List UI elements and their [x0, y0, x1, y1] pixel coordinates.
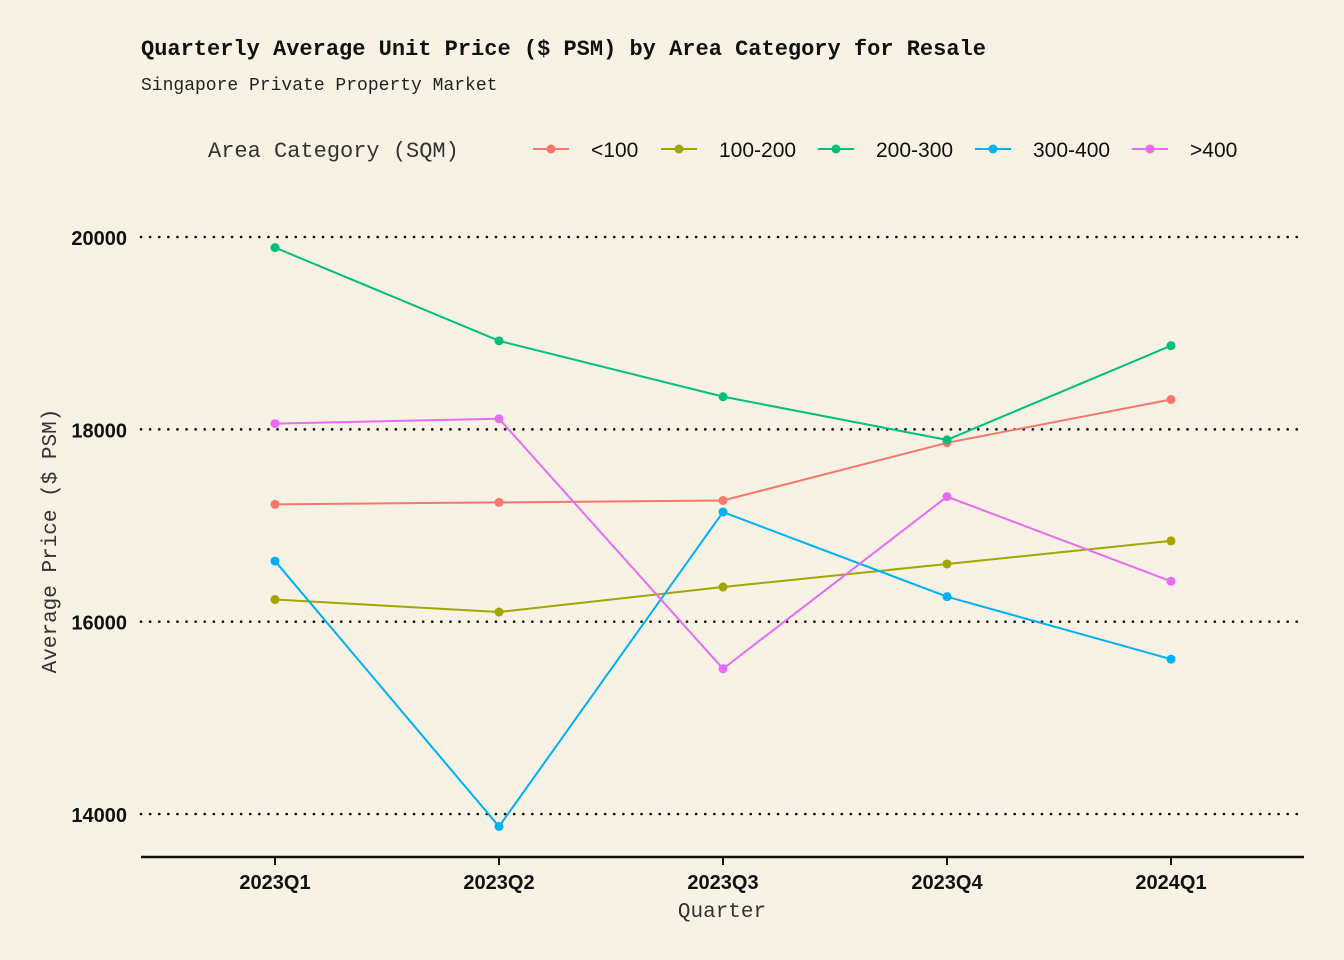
data-point — [270, 419, 280, 429]
legend-label: 200-300 — [876, 139, 953, 162]
data-point — [1166, 536, 1176, 546]
axes: 14000 16000 18000 20000 2023Q1 2023Q2 2023Q3 20… — [71, 228, 1304, 894]
data-point — [718, 664, 728, 674]
legend: <100 100-200 200-300 300-400 >400 — [533, 139, 1237, 162]
x-axis-label: Quarter — [678, 901, 766, 924]
legend-item-1: 100-200 — [661, 139, 796, 162]
data-point — [494, 414, 504, 424]
data-point — [942, 492, 952, 502]
x-tick-label: 2023Q2 — [463, 872, 534, 894]
data-point — [1166, 576, 1176, 586]
legend-label: 100-200 — [719, 139, 796, 162]
legend-item-2: 200-300 — [818, 139, 953, 162]
legend-key-point — [831, 144, 841, 154]
data-point — [942, 435, 952, 445]
x-tick-label: 2023Q3 — [687, 872, 758, 894]
data-point — [1166, 341, 1176, 351]
data-point — [494, 822, 504, 832]
data-point — [718, 392, 728, 402]
legend-item-0: <100 — [533, 139, 638, 162]
legend-label: 300-400 — [1033, 139, 1110, 162]
chart-subtitle: Singapore Private Property Market — [141, 76, 497, 96]
x-tick-label: 2024Q1 — [1135, 872, 1206, 894]
legend-key-point — [674, 144, 684, 154]
data-point — [494, 607, 504, 617]
data-point — [270, 243, 280, 253]
legend-title: Area Category (SQM) — [208, 139, 459, 164]
y-tick-label: 18000 — [71, 420, 127, 442]
data-point — [718, 495, 728, 505]
y-tick-label: 16000 — [71, 613, 127, 635]
data-point — [942, 592, 952, 602]
legend-item-4: >400 — [1132, 139, 1237, 162]
y-tick-label: 20000 — [71, 228, 127, 250]
legend-label: <100 — [591, 139, 638, 162]
data-point — [718, 582, 728, 592]
series-line — [274, 398, 1172, 506]
data-point — [270, 556, 280, 566]
series-3 — [270, 507, 1176, 832]
data-point — [718, 507, 728, 517]
data-point — [942, 559, 952, 569]
data-point — [1166, 654, 1176, 664]
legend-key-point — [988, 144, 998, 154]
x-tick-label: 2023Q4 — [911, 872, 983, 894]
series-line — [274, 246, 1172, 441]
legend-item-3: 300-400 — [975, 139, 1110, 162]
legend-label: >400 — [1190, 139, 1237, 162]
series-layer — [270, 243, 1176, 832]
series-line — [274, 417, 1172, 671]
data-point — [494, 497, 504, 507]
series-4 — [270, 414, 1176, 674]
gridlines — [139, 235, 1306, 816]
series-2 — [270, 243, 1176, 445]
data-point — [1166, 395, 1176, 405]
chart-title: Quarterly Average Unit Price ($ PSM) by … — [141, 37, 986, 62]
data-point — [494, 336, 504, 346]
x-tick-label: 2023Q1 — [239, 872, 310, 894]
legend-key-point — [1145, 144, 1155, 154]
y-tick-label: 14000 — [71, 805, 127, 827]
y-axis-label: Average Price ($ PSM) — [40, 409, 63, 674]
legend-key-point — [546, 144, 556, 154]
data-point — [270, 499, 280, 509]
series-line — [274, 539, 1172, 614]
data-point — [270, 595, 280, 605]
series-0 — [270, 395, 1176, 509]
series-1 — [270, 536, 1176, 617]
